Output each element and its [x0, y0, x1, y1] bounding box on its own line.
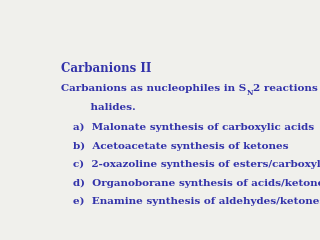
Text: b)  Acetoacetate synthesis of ketones: b) Acetoacetate synthesis of ketones	[74, 142, 289, 151]
Text: d)  Organoborane synthesis of acids/ketones: d) Organoborane synthesis of acids/keton…	[74, 179, 320, 188]
Text: 2 reactions with alkyl: 2 reactions with alkyl	[253, 84, 320, 93]
Text: N: N	[246, 89, 253, 97]
Text: Carbanions II: Carbanions II	[61, 62, 151, 75]
Text: a)  Malonate synthesis of carboxylic acids: a) Malonate synthesis of carboxylic acid…	[74, 123, 315, 132]
Text: Carbanions as nucleophiles in S: Carbanions as nucleophiles in S	[61, 84, 246, 93]
Text: e)  Enamine synthesis of aldehydes/ketones: e) Enamine synthesis of aldehydes/ketone…	[74, 197, 320, 206]
Text: halides.: halides.	[76, 103, 136, 112]
Text: c)  2-oxazoline synthesis of esters/carboxylic acids: c) 2-oxazoline synthesis of esters/carbo…	[74, 160, 320, 169]
